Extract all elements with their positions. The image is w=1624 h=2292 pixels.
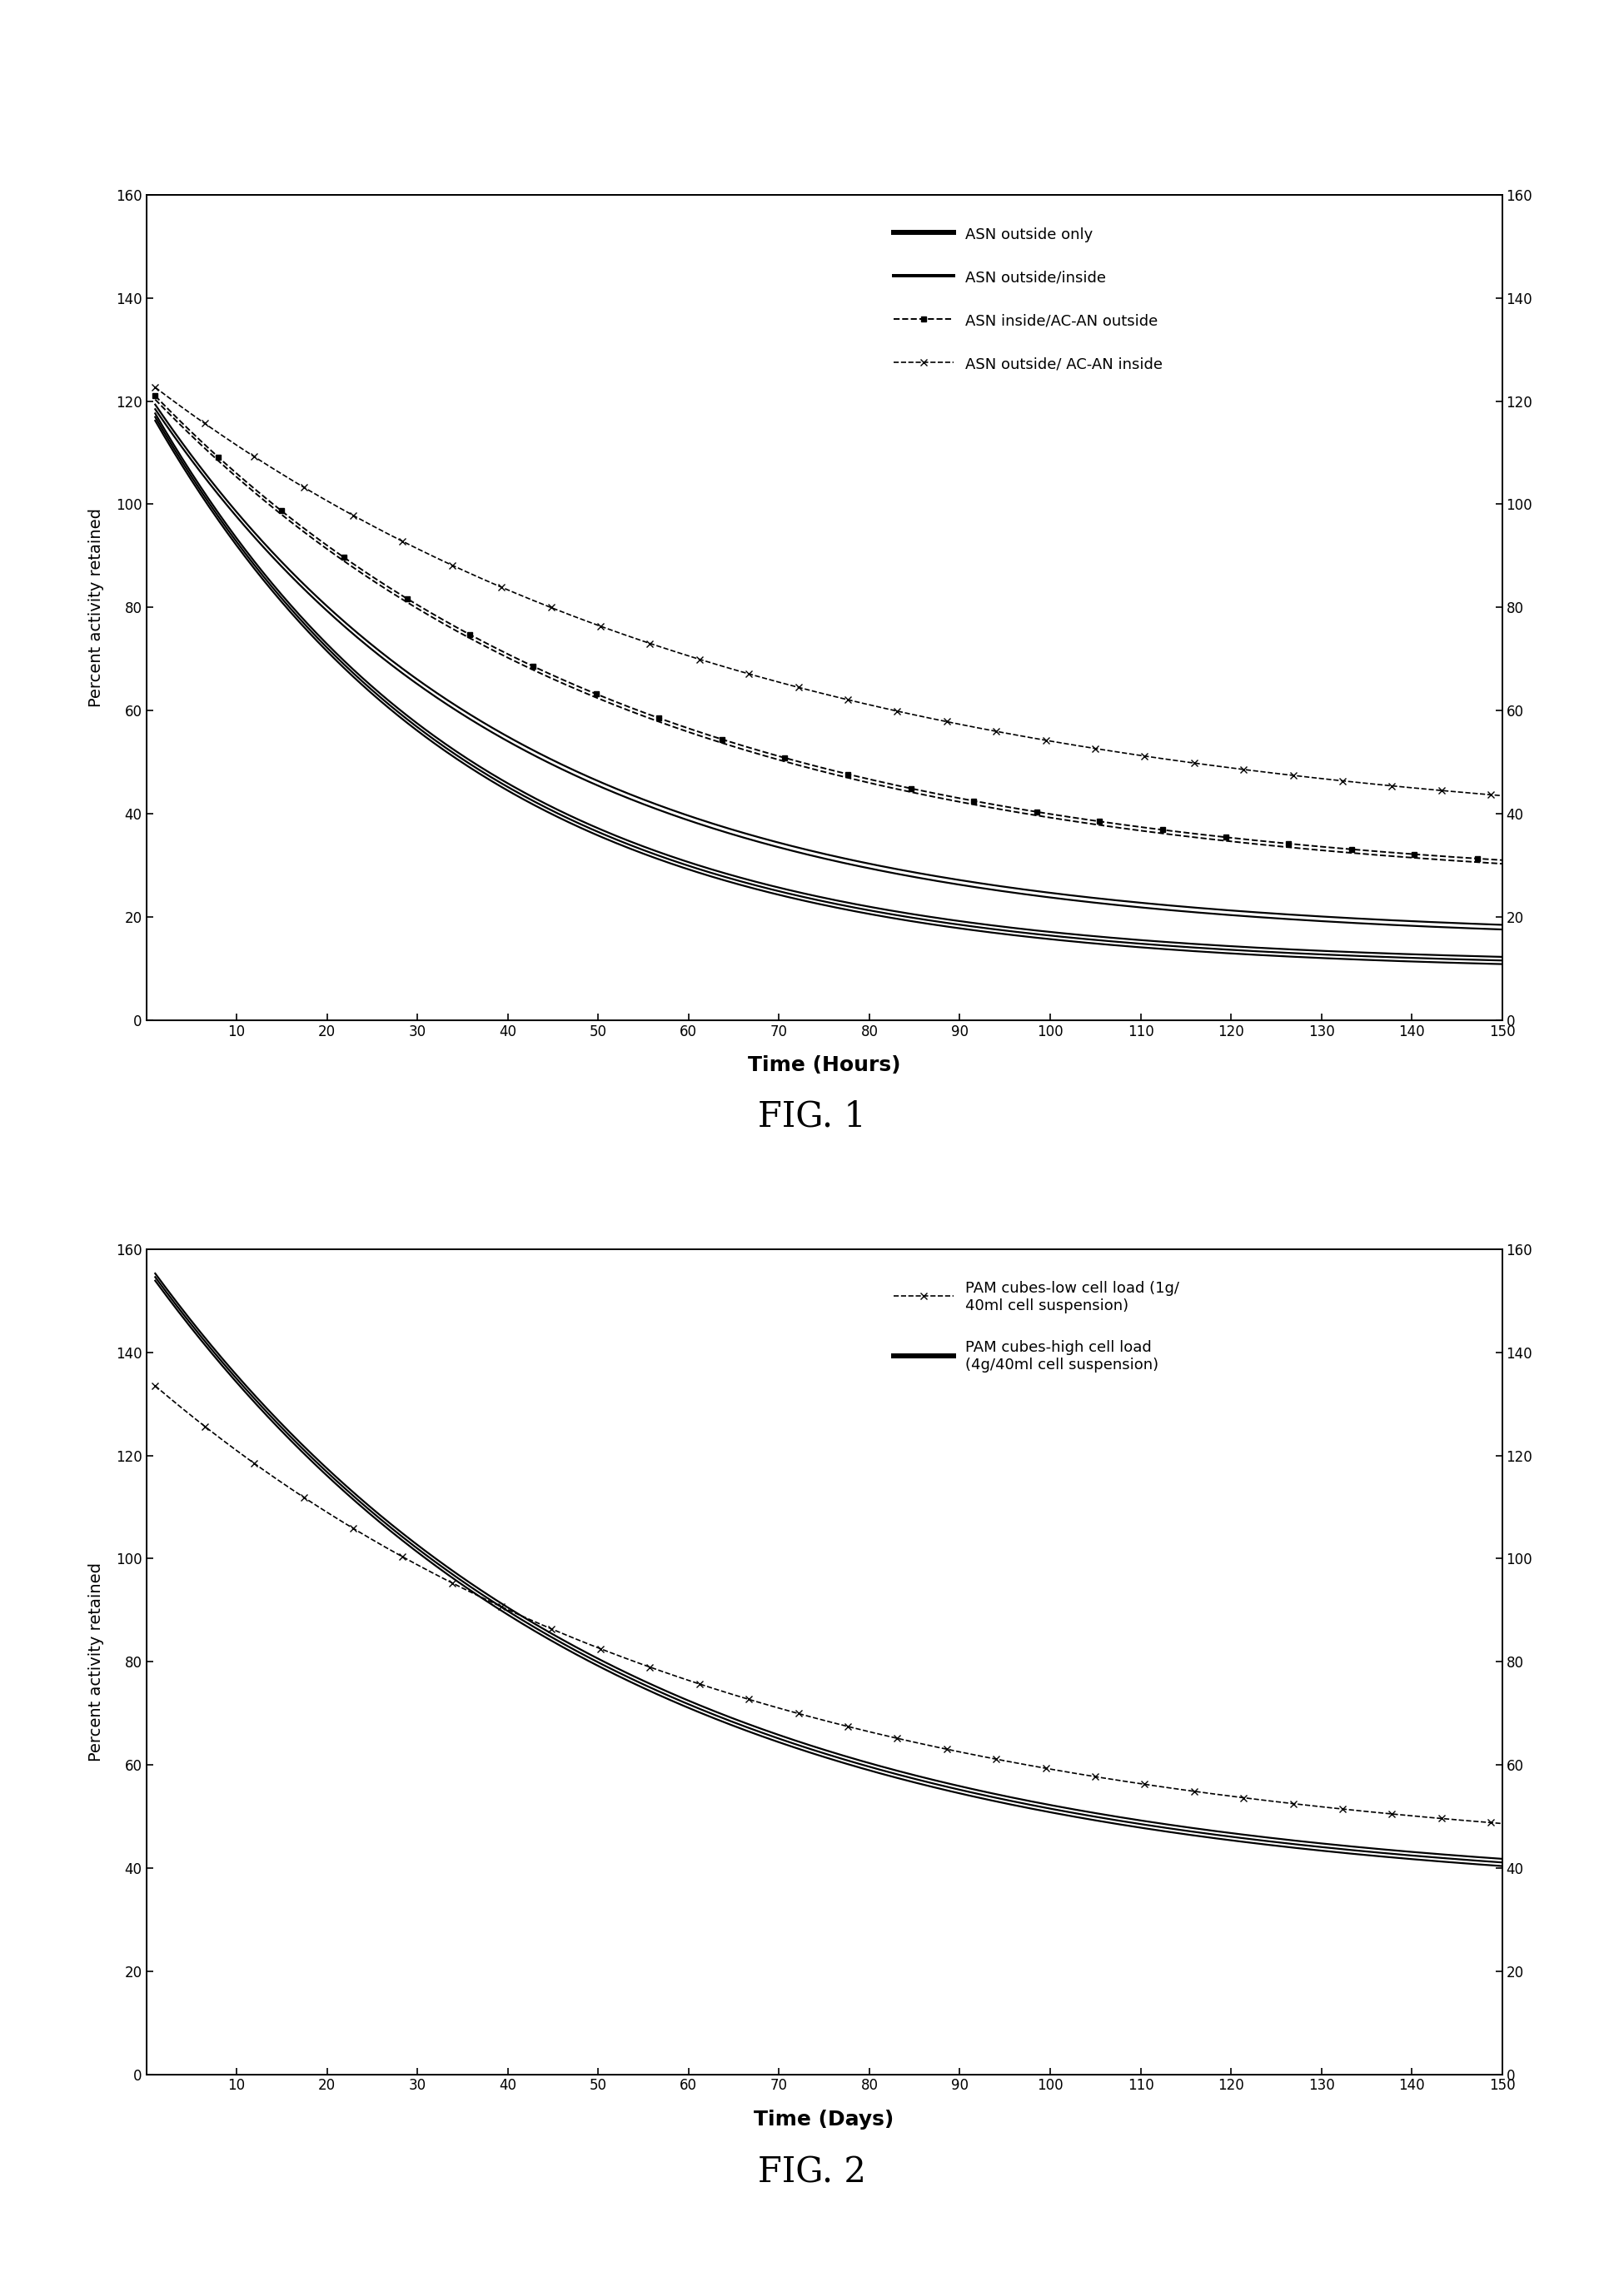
Legend: ASN outside only, ASN outside/inside, ASN inside/AC-AN outside, ASN outside/ AC-: ASN outside only, ASN outside/inside, AS… xyxy=(887,218,1171,380)
Text: FIG. 1: FIG. 1 xyxy=(758,1098,866,1135)
X-axis label: Time (Days): Time (Days) xyxy=(754,2109,895,2129)
Y-axis label: Percent activity retained: Percent activity retained xyxy=(88,509,104,706)
Text: FIG. 2: FIG. 2 xyxy=(758,2154,866,2191)
X-axis label: Time (Hours): Time (Hours) xyxy=(747,1054,901,1075)
Y-axis label: Percent activity retained: Percent activity retained xyxy=(88,1563,104,1760)
Legend: PAM cubes-low cell load (1g/
40ml cell suspension), PAM cubes-high cell load
(4g: PAM cubes-low cell load (1g/ 40ml cell s… xyxy=(887,1272,1187,1380)
